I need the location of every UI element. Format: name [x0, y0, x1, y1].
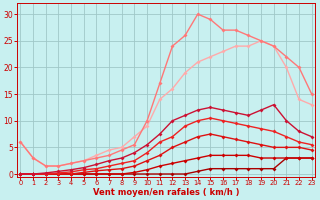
X-axis label: Vent moyen/en rafales ( km/h ): Vent moyen/en rafales ( km/h ): [93, 188, 239, 197]
